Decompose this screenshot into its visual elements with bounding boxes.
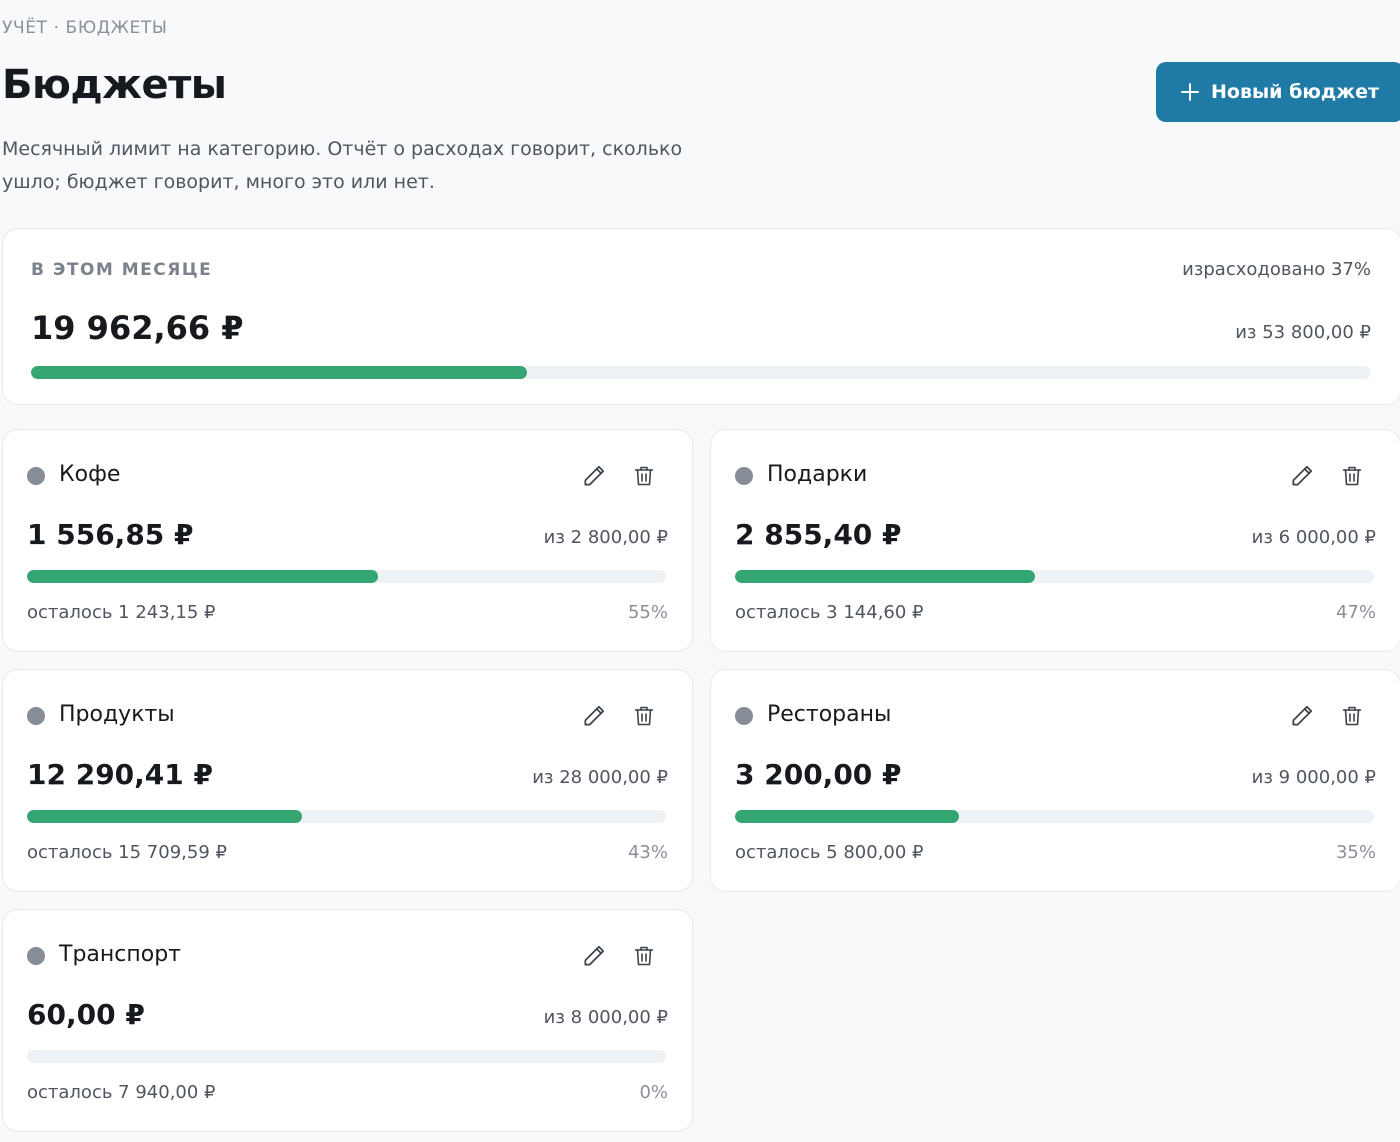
category-color-dot [27,947,45,965]
category-color-dot [735,467,753,485]
pencil-icon [1292,465,1313,486]
budget-limit: из 28 000,00 ₽ [532,767,668,788]
budget-percent: 55% [627,602,668,623]
budget-spent-amount: 2 855,40 ₽ [735,518,902,551]
budget-limit: из 2 800,00 ₽ [543,527,668,548]
budget-progress-bar [27,810,666,823]
budget-remaining: осталось 1 243,15 ₽ [27,602,216,623]
breadcrumb: УЧЁТ · БЮДЖЕТЫ [2,18,168,38]
summary-amount: 19 962,66 ₽ [31,309,244,347]
category-color-dot [27,707,45,725]
category-color-dot [735,707,753,725]
delete-budget-button[interactable] [628,460,660,492]
budget-card: Транспорт 60,00 ₽ из 8 000,00 ₽ осталось… [2,909,693,1132]
budget-card: Рестораны 3 200,00 ₽ из 9 000,00 ₽ остал… [710,669,1400,892]
budget-category-name: Рестораны [767,702,892,727]
page-title: Бюджеты [2,62,227,108]
budget-category-name: Подарки [767,462,868,487]
budget-progress-fill [735,570,1036,583]
budget-percent: 47% [1335,602,1376,623]
budget-percent: 0% [639,1082,668,1103]
delete-budget-button[interactable] [1336,700,1368,732]
budget-remaining: осталось 5 800,00 ₽ [735,842,924,863]
summary-limit: из 53 800,00 ₽ [1235,322,1371,343]
edit-budget-button[interactable] [578,700,610,732]
delete-budget-button[interactable] [1336,460,1368,492]
budget-spent-amount: 60,00 ₽ [27,998,145,1031]
budget-progress-fill [735,810,959,823]
budget-progress-bar [735,810,1374,823]
edit-budget-button[interactable] [578,940,610,972]
budget-category-name: Кофе [59,462,121,487]
budget-progress-fill [27,810,302,823]
pencil-icon [584,945,605,966]
budget-card: Продукты 12 290,41 ₽ из 28 000,00 ₽ оста… [2,669,693,892]
budget-spent-amount: 12 290,41 ₽ [27,758,213,791]
budget-spent-amount: 3 200,00 ₽ [735,758,902,791]
budget-limit: из 8 000,00 ₽ [543,1007,668,1028]
budget-category-name: Транспорт [59,942,181,967]
budget-progress-bar [27,570,666,583]
budget-percent: 35% [1335,842,1376,863]
pencil-icon [584,465,605,486]
budget-progress-bar [735,570,1374,583]
budget-spent-amount: 1 556,85 ₽ [27,518,194,551]
budget-percent: 43% [627,842,668,863]
budget-card: Подарки 2 855,40 ₽ из 6 000,00 ₽ осталос… [710,429,1400,652]
budget-progress-fill [27,570,379,583]
budget-remaining: осталось 3 144,60 ₽ [735,602,924,623]
summary-progress-fill [31,366,527,379]
summary-label: В ЭТОМ МЕСЯЦЕ [31,260,213,280]
monthly-summary-card: В ЭТОМ МЕСЯЦЕ израсходовано 37% 19 962,6… [2,228,1400,405]
page-subtitle: Месячный лимит на категорию. Отчёт о рас… [2,138,683,193]
pencil-icon [584,705,605,726]
budget-limit: из 6 000,00 ₽ [1251,527,1376,548]
summary-progress-bar [31,366,1371,379]
delete-budget-button[interactable] [628,940,660,972]
new-budget-button[interactable]: Новый бюджет [1156,62,1400,122]
trash-icon [634,466,654,486]
edit-budget-button[interactable] [1286,460,1318,492]
budget-limit: из 9 000,00 ₽ [1251,767,1376,788]
trash-icon [1342,466,1362,486]
budget-card: Кофе 1 556,85 ₽ из 2 800,00 ₽ осталось 1… [2,429,693,652]
new-budget-button-label: Новый бюджет [1211,81,1379,103]
plus-icon [1181,83,1199,101]
budget-remaining: осталось 15 709,59 ₽ [27,842,227,863]
edit-budget-button[interactable] [1286,700,1318,732]
trash-icon [1342,706,1362,726]
trash-icon [634,706,654,726]
edit-budget-button[interactable] [578,460,610,492]
category-color-dot [27,467,45,485]
summary-percent: израсходовано 37% [1182,259,1371,280]
delete-budget-button[interactable] [628,700,660,732]
budget-category-name: Продукты [59,702,175,727]
trash-icon [634,946,654,966]
budget-remaining: осталось 7 940,00 ₽ [27,1082,216,1103]
budget-progress-bar [27,1050,666,1063]
pencil-icon [1292,705,1313,726]
